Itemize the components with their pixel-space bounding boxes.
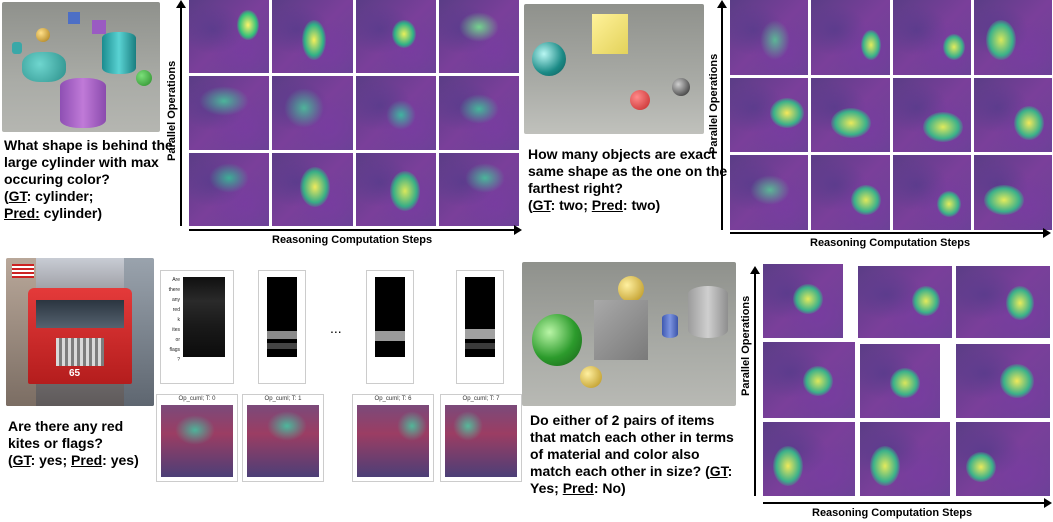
x-axis-arrowhead-b bbox=[1043, 228, 1051, 238]
word-attention-map-1: Are there any red k ites or flags? bbox=[160, 270, 234, 384]
attention-cell bbox=[355, 152, 436, 226]
attention-cell bbox=[355, 76, 436, 150]
attention-cell bbox=[892, 155, 971, 230]
op-cuml-map-t6: Op_cuml; T: 6 bbox=[352, 394, 434, 482]
object-black-sphere bbox=[672, 78, 690, 96]
attention-cell bbox=[763, 422, 855, 496]
op-cuml-map-t1: Op_cuml; T: 1 bbox=[242, 394, 324, 482]
x-axis-arrow-b bbox=[730, 232, 1044, 234]
x-axis-label-a: Reasoning Computation Steps bbox=[272, 234, 433, 246]
attention-matrix bbox=[183, 277, 225, 357]
y-axis-label-b: Parallel Operations bbox=[708, 53, 720, 154]
object-green-sphere bbox=[136, 70, 152, 86]
attention-cell bbox=[438, 0, 519, 74]
object-gold-sphere bbox=[36, 28, 50, 42]
object-yellow-cube bbox=[592, 14, 628, 54]
object-teal-cylinder bbox=[102, 32, 136, 74]
attention-cell bbox=[763, 342, 855, 418]
flag bbox=[12, 264, 34, 278]
object-red-sphere bbox=[630, 90, 650, 110]
y-axis-arrowhead-d bbox=[750, 266, 760, 274]
question-words: Are there any red k ites or flags? bbox=[168, 277, 180, 363]
attention-cell bbox=[892, 0, 971, 75]
attention-cell bbox=[355, 0, 436, 74]
y-axis-label-d: Parallel Operations bbox=[740, 295, 752, 396]
y-axis-arrowhead-b bbox=[717, 0, 727, 8]
object-gold-sphere-small bbox=[580, 366, 602, 388]
attention-cell bbox=[860, 344, 940, 418]
question-b: How many objects are exact same shape as… bbox=[528, 146, 728, 213]
fire-truck-grille bbox=[56, 338, 104, 366]
object-small-teal bbox=[12, 42, 22, 54]
x-axis-arrowhead-d bbox=[1044, 498, 1052, 508]
object-large-purple-cylinder bbox=[60, 78, 106, 128]
object-blue-cylinder bbox=[662, 314, 678, 338]
ellipsis: ... bbox=[330, 320, 342, 336]
attention-cell bbox=[730, 77, 809, 153]
attention-cell bbox=[956, 344, 1050, 418]
attention-cell bbox=[763, 264, 843, 338]
attention-cell bbox=[189, 0, 270, 74]
attention-grid-a bbox=[189, 0, 519, 226]
attention-cell bbox=[272, 152, 353, 226]
attention-cell bbox=[973, 0, 1052, 75]
x-axis-arrow-d bbox=[763, 502, 1045, 504]
object-teal-blob bbox=[22, 52, 66, 82]
attention-grid-b bbox=[730, 0, 1052, 230]
attention-matrix bbox=[375, 277, 405, 357]
attention-cell bbox=[272, 0, 353, 74]
attention-cell bbox=[811, 155, 890, 230]
object-blue-cube bbox=[68, 12, 80, 24]
fire-truck-number: 65 bbox=[69, 368, 81, 379]
object-gray-cube bbox=[594, 300, 648, 360]
y-axis-arrow-a bbox=[180, 4, 182, 226]
object-teal-sphere bbox=[532, 42, 566, 76]
word-attention-map-4 bbox=[456, 270, 504, 384]
attention-cell bbox=[272, 76, 353, 150]
object-gold-sphere-top bbox=[618, 276, 644, 302]
attention-cell bbox=[811, 77, 890, 153]
question-d: Do either of 2 pairs of items that match… bbox=[530, 412, 734, 496]
object-gray-cylinder bbox=[688, 286, 728, 338]
fire-truck-photo: 65 bbox=[6, 258, 154, 406]
op-cuml-map-t0: Op_cuml; T: 0 bbox=[156, 394, 238, 482]
attention-cell bbox=[811, 0, 890, 75]
attention-cell bbox=[438, 76, 519, 150]
y-axis-arrowhead-a bbox=[176, 0, 186, 8]
clevr-scene-d bbox=[522, 262, 736, 406]
attention-cell bbox=[973, 155, 1052, 230]
word-attention-map-2 bbox=[258, 270, 306, 384]
x-axis-arrowhead-a bbox=[514, 225, 522, 235]
y-axis-label-a: Parallel Operations bbox=[166, 60, 178, 161]
fire-truck-windshield bbox=[36, 300, 124, 328]
attention-cell bbox=[860, 422, 950, 496]
attention-cell bbox=[956, 422, 1050, 496]
attention-cell bbox=[189, 76, 270, 150]
attention-cell bbox=[730, 155, 809, 230]
attention-cell bbox=[730, 0, 809, 75]
clevr-scene-b bbox=[524, 4, 704, 134]
question-c: Are there any red kites or flags? (GT: y… bbox=[8, 418, 139, 468]
object-green-sphere bbox=[532, 314, 582, 366]
question-a: What shape is behind the large cylinder … bbox=[4, 137, 173, 221]
x-axis-label-d: Reasoning Computation Steps bbox=[812, 507, 973, 519]
attention-cell bbox=[892, 77, 971, 153]
attention-cell bbox=[973, 77, 1052, 153]
x-axis-label-b: Reasoning Computation Steps bbox=[810, 237, 971, 249]
op-cuml-map-t7: Op_cuml; T: 7 bbox=[440, 394, 522, 482]
clevr-scene-a bbox=[2, 2, 160, 132]
attention-cell bbox=[438, 152, 519, 226]
y-axis-arrow-b bbox=[721, 4, 723, 230]
object-purple-cube bbox=[92, 20, 106, 34]
attention-cell bbox=[956, 266, 1050, 338]
word-attention-map-3 bbox=[366, 270, 414, 384]
attention-cell bbox=[858, 266, 952, 338]
attention-cell bbox=[189, 152, 270, 226]
y-axis-arrow-d bbox=[754, 272, 756, 496]
x-axis-arrow-a bbox=[189, 229, 515, 231]
